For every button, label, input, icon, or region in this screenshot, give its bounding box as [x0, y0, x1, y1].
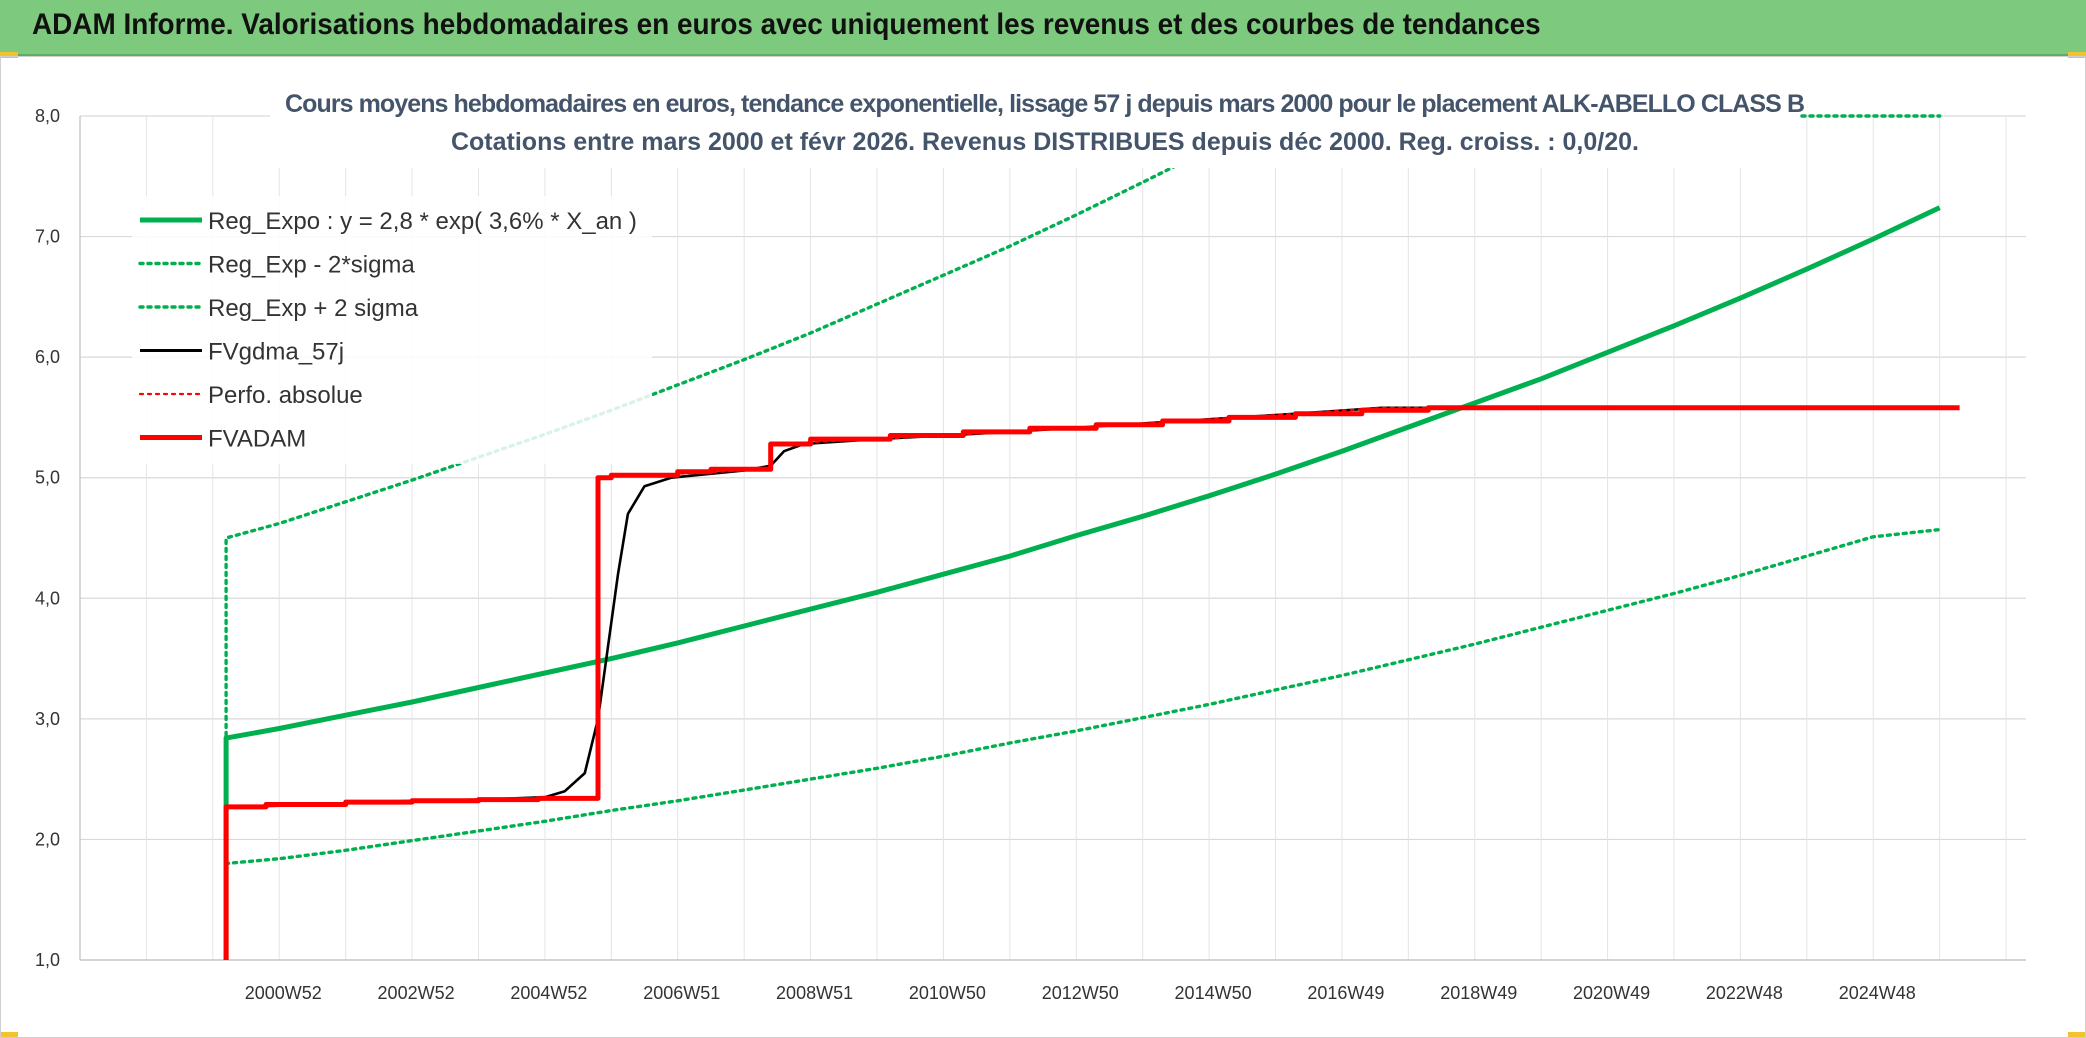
x-tick-label: 2000W52 — [245, 983, 322, 1003]
legend-label: FVADAM — [208, 426, 306, 453]
x-tick-label: 2004W52 — [510, 983, 587, 1003]
x-tick-label: 2024W48 — [1839, 983, 1916, 1003]
series-line — [223, 205, 1941, 960]
y-tick-label: 6,0 — [35, 347, 60, 367]
series-line — [224, 527, 1942, 960]
legend-label: Reg_Exp + 2 sigma — [208, 295, 419, 322]
x-tick-label: 2010W50 — [909, 983, 986, 1003]
page-title: ADAM Informe. Valorisations hebdomadaire… — [32, 8, 1541, 41]
corner-accent-right — [2068, 52, 2086, 58]
chart-title-background — [270, 82, 1800, 168]
y-tick-label: 7,0 — [35, 227, 60, 247]
y-tick-label: 8,0 — [35, 106, 60, 126]
legend-label: Reg_Exp - 2*sigma — [208, 252, 415, 279]
series-line — [224, 406, 1940, 960]
x-tick-label: 2016W49 — [1307, 983, 1384, 1003]
x-tick-label: 2012W50 — [1042, 983, 1119, 1003]
y-tick-label: 4,0 — [35, 588, 60, 608]
x-tick-label: 2008W51 — [776, 983, 853, 1003]
x-tick-label: 2014W50 — [1175, 983, 1252, 1003]
legend-box — [132, 196, 652, 464]
corner-accent-bottom-right — [2068, 1032, 2086, 1038]
chart-title-line2: Cotations entre mars 2000 et févr 2026. … — [451, 128, 1639, 156]
legend-label: Perfo. absolue — [208, 382, 363, 409]
corner-accent-bottom-left — [0, 1032, 18, 1038]
x-tick-label: 2018W49 — [1440, 983, 1517, 1003]
x-tick-label: 2006W51 — [643, 983, 720, 1003]
corner-accent-left — [0, 52, 18, 58]
y-tick-label: 2,0 — [35, 829, 60, 849]
legend-label: Reg_Expo : y = 2,8 * exp( 3,6% * X_an ) — [208, 208, 637, 235]
x-tick-label: 2020W49 — [1573, 983, 1650, 1003]
series-line — [223, 405, 1960, 960]
y-tick-label: 1,0 — [35, 950, 60, 970]
legend-label: FVgdma_57j — [208, 339, 344, 366]
y-tick-label: 3,0 — [35, 709, 60, 729]
x-tick-label: 2022W48 — [1706, 983, 1783, 1003]
y-tick-label: 5,0 — [35, 468, 60, 488]
header-bar: ADAM Informe. Valorisations hebdomadaire… — [0, 0, 2086, 56]
chart-title-line1: Cours moyens hebdomadaires en euros, ten… — [285, 90, 1805, 118]
series-line — [224, 154, 1198, 842]
x-tick-label: 2002W52 — [378, 983, 455, 1003]
series-line — [225, 406, 1941, 960]
